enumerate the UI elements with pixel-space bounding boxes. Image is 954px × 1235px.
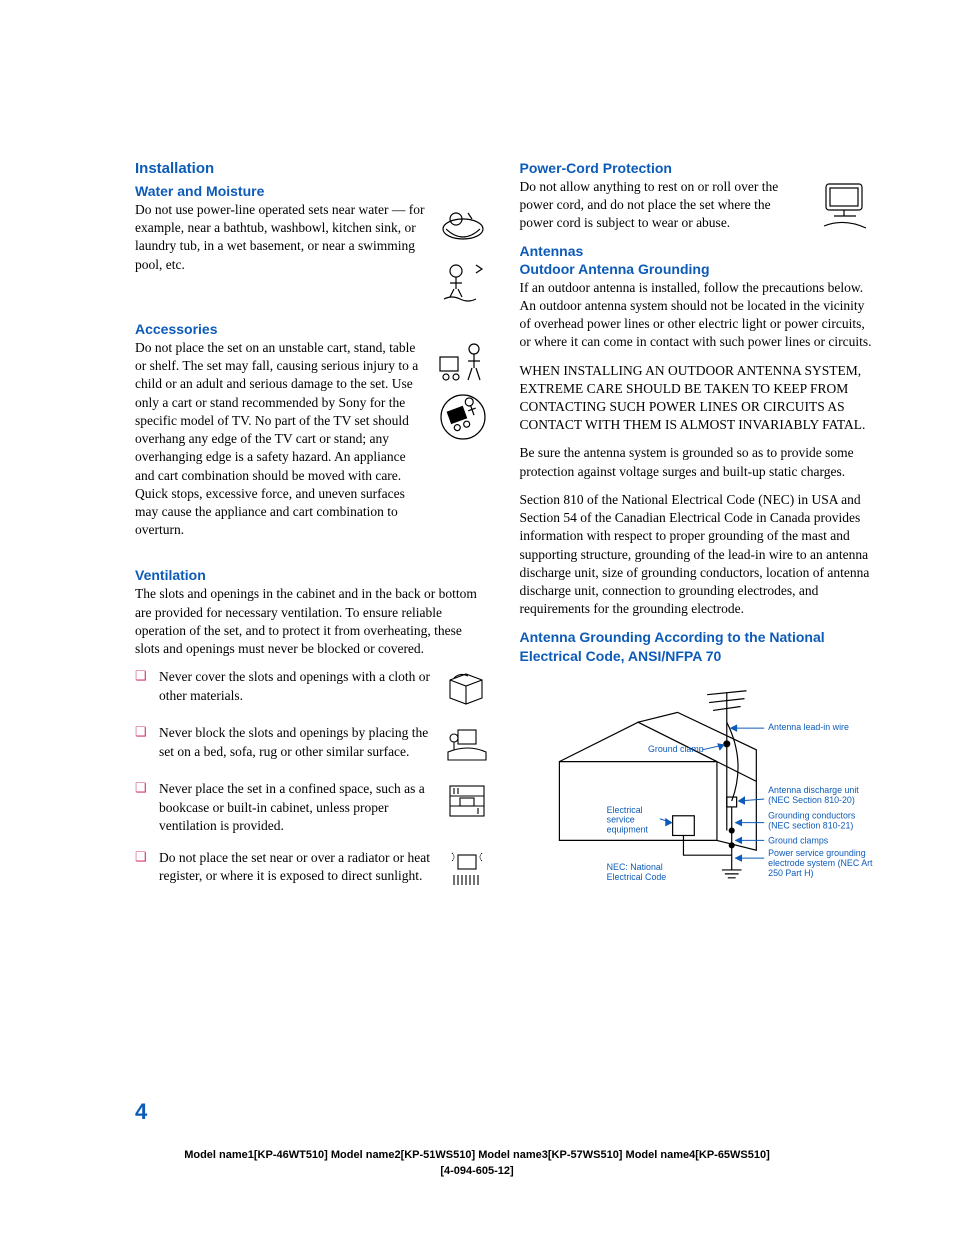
antennas-p1: If an outdoor antenna is installed, foll… bbox=[520, 279, 875, 352]
label-ground-clamps: Ground clamps bbox=[768, 835, 829, 845]
water-body: Do not use power-line operated sets near… bbox=[135, 201, 426, 274]
bathtub-icon bbox=[436, 201, 490, 249]
content-columns: Installation Water and Moisture Do not u… bbox=[135, 160, 874, 914]
outdoor-title: Outdoor Antenna Grounding bbox=[520, 261, 875, 277]
pool-icon bbox=[436, 255, 490, 303]
accessories-body: Do not place the set on an unstable cart… bbox=[135, 339, 426, 539]
water-block: Do not use power-line operated sets near… bbox=[135, 201, 490, 303]
tv-cord-icon bbox=[816, 178, 874, 234]
power-title: Power-Cord Protection bbox=[520, 160, 875, 176]
cloth-cover-icon bbox=[444, 668, 490, 710]
label-power-service: Power service groundingelectrode system … bbox=[768, 848, 873, 878]
footer: Model name1[KP-46WT510] Model name2[KP-5… bbox=[0, 1148, 954, 1179]
bullet-icon: ❏ bbox=[135, 668, 149, 685]
list-item: ❏ Never block the slots and openings by … bbox=[135, 724, 490, 766]
footer-line2: [4-094-605-12] bbox=[0, 1164, 954, 1179]
power-block: Do not allow anything to rest on or roll… bbox=[520, 178, 875, 243]
ventilation-list: ❏ Never cover the slots and openings wit… bbox=[135, 668, 490, 891]
bullet-icon: ❏ bbox=[135, 849, 149, 866]
antennas-title: Antennas bbox=[520, 243, 875, 259]
accessories-block: Do not place the set on an unstable cart… bbox=[135, 339, 490, 549]
list-item: ❏ Never place the set in a confined spac… bbox=[135, 780, 490, 835]
bullet-text: Do not place the set near or over a radi… bbox=[159, 849, 434, 885]
footer-line1: Model name1[KP-46WT510] Model name2[KP-5… bbox=[0, 1148, 954, 1163]
diagram-title: Antenna Grounding According to the Natio… bbox=[520, 628, 875, 664]
label-ground-clamp: Ground clamp bbox=[648, 744, 704, 754]
right-column: Power-Cord Protection Do not allow anyth… bbox=[520, 160, 875, 914]
ventilation-title: Ventilation bbox=[135, 567, 490, 583]
antennas-p2: WHEN INSTALLING AN OUTDOOR ANTENNA SYSTE… bbox=[520, 362, 875, 435]
bullet-icon: ❏ bbox=[135, 780, 149, 797]
grounding-diagram: Antenna lead-in wire Ground clamp Antenn… bbox=[520, 673, 875, 914]
ventilation-body: The slots and openings in the cabinet an… bbox=[135, 585, 490, 658]
power-body: Do not allow anything to rest on or roll… bbox=[520, 178, 807, 233]
accessories-icons bbox=[436, 339, 490, 441]
accessories-title: Accessories bbox=[135, 321, 490, 337]
water-title: Water and Moisture bbox=[135, 183, 490, 199]
page-number: 4 bbox=[135, 1099, 147, 1125]
label-conductors: Grounding conductors(NEC section 810-21) bbox=[768, 810, 856, 830]
label-lead-in: Antenna lead-in wire bbox=[768, 722, 849, 732]
bookcase-icon bbox=[444, 780, 490, 822]
antennas-p3: Be sure the antenna system is grounded s… bbox=[520, 444, 875, 480]
sofa-icon bbox=[444, 724, 490, 766]
list-item: ❏ Do not place the set near or over a ra… bbox=[135, 849, 490, 891]
label-discharge: Antenna discharge unit(NEC Section 810-2… bbox=[768, 785, 859, 805]
list-item: ❏ Never cover the slots and openings wit… bbox=[135, 668, 490, 710]
cart-push-icon bbox=[436, 339, 490, 387]
label-nec: NEC: NationalElectrical Code bbox=[606, 862, 666, 882]
water-icons bbox=[436, 201, 490, 303]
section-title-installation: Installation bbox=[135, 160, 490, 177]
left-column: Installation Water and Moisture Do not u… bbox=[135, 160, 490, 914]
bullet-text: Never cover the slots and openings with … bbox=[159, 668, 434, 704]
antennas-p4: Section 810 of the National Electrical C… bbox=[520, 491, 875, 619]
bullet-icon: ❏ bbox=[135, 724, 149, 741]
bullet-text: Never block the slots and openings by pl… bbox=[159, 724, 434, 760]
radiator-icon bbox=[444, 849, 490, 891]
cart-tip-icon bbox=[436, 393, 490, 441]
label-elec-service: Electricalserviceequipment bbox=[606, 805, 648, 835]
bullet-text: Never place the set in a confined space,… bbox=[159, 780, 434, 835]
